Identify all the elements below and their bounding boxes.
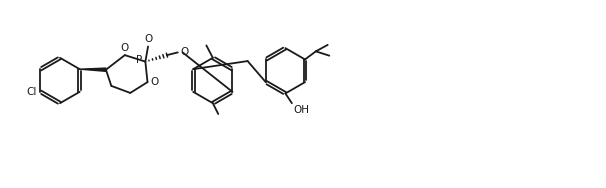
Text: OH: OH [293,105,309,115]
Text: Cl: Cl [26,87,36,97]
Text: O: O [120,43,128,53]
Text: O: O [144,34,152,44]
Text: P: P [136,55,142,65]
Polygon shape [79,68,106,71]
Text: O: O [150,77,159,87]
Text: O: O [180,47,188,57]
